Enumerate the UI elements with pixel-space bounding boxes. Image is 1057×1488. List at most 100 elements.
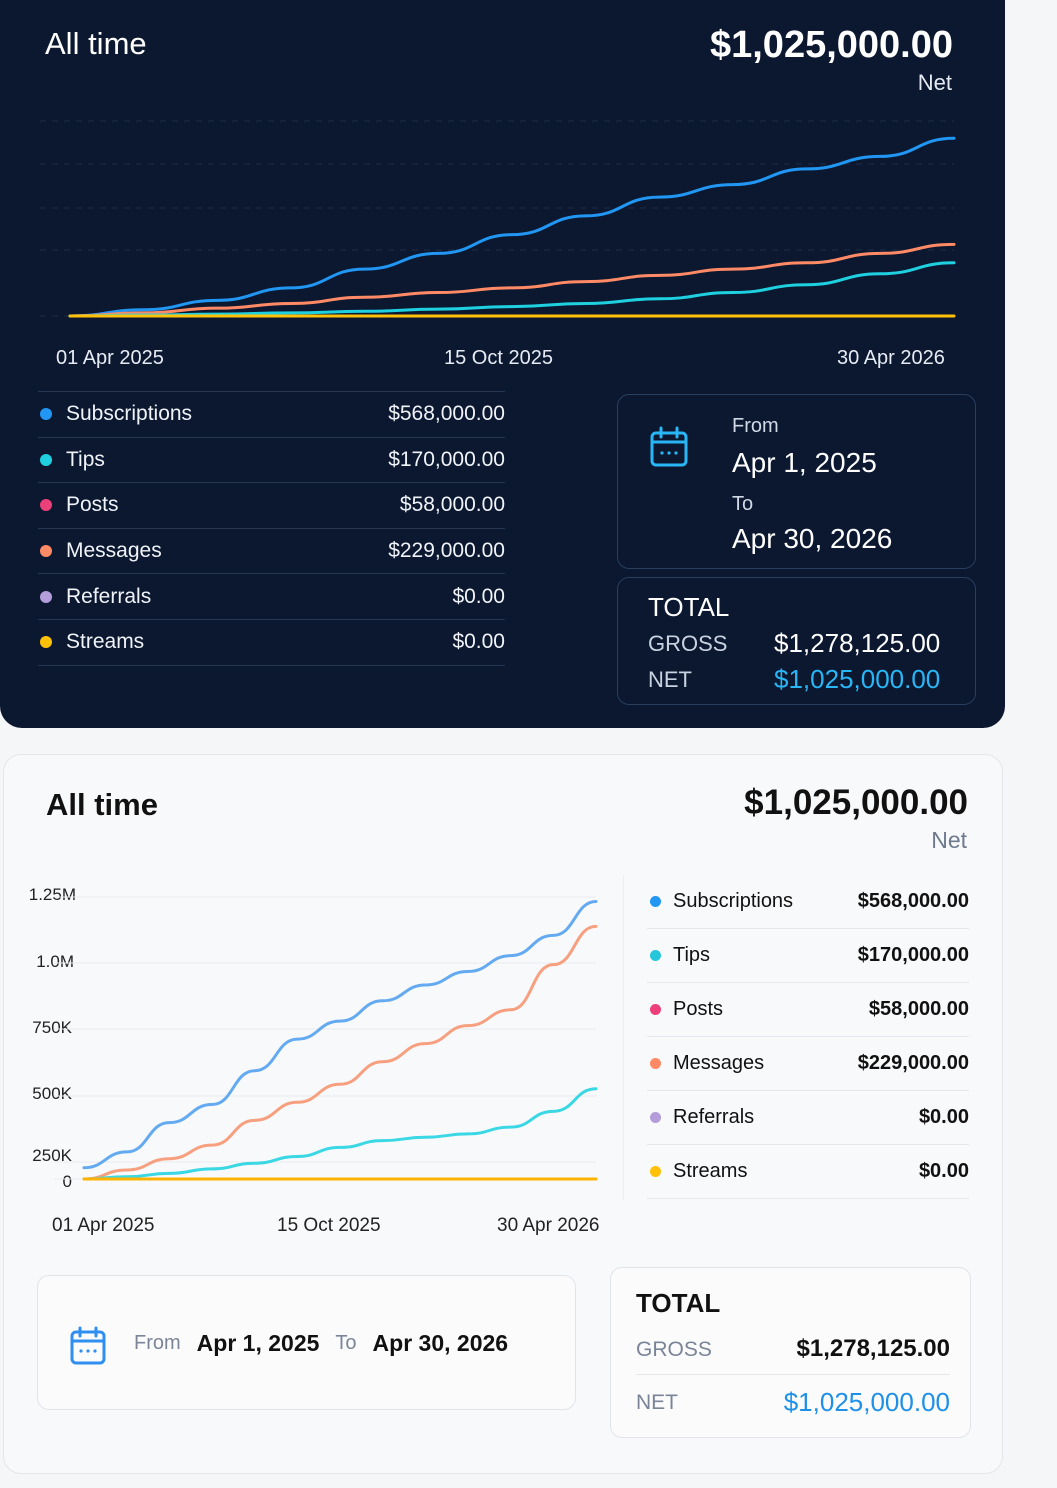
- breakdown-value: $170,000.00: [857, 944, 969, 966]
- calendar-icon: [70, 1326, 106, 1365]
- breakdown-item-posts: Posts $58,000.00: [647, 983, 969, 1037]
- breakdown-label: Streams: [66, 630, 145, 654]
- from-label: From: [134, 1332, 181, 1354]
- breakdown-value: $229,000.00: [857, 1052, 969, 1074]
- breakdown-item-streams: Streams $0.00: [38, 620, 505, 666]
- gross-label: GROSS: [648, 631, 728, 656]
- dark-earnings-card: All time $1,025,000.00 Net 01 Apr 2025 1…: [0, 0, 1005, 728]
- from-label: From: [732, 415, 779, 437]
- breakdown-label: Referrals: [673, 1106, 755, 1128]
- legend-dot: [650, 1112, 661, 1123]
- y-tick: 0: [62, 1172, 72, 1191]
- earnings-line-chart: [54, 896, 598, 1181]
- y-tick: 1.25M: [28, 885, 76, 904]
- breakdown-item-messages: Messages $229,000.00: [38, 529, 505, 575]
- net-label: Net: [917, 70, 952, 95]
- light-earnings-card: All time $1,025,000.00 Net 1.25M 1.0M 75…: [3, 754, 1003, 1474]
- breakdown-label: Subscriptions: [66, 402, 193, 426]
- breakdown-item-streams: Streams $0.00: [647, 1145, 969, 1199]
- series-line-messages: [82, 924, 598, 1181]
- legend-dot: [650, 1058, 661, 1069]
- legend-dot: [650, 1166, 661, 1177]
- breakdown-list: Subscriptions $568,000.00 Tips $170,000.…: [647, 875, 969, 1199]
- series-line-subscriptions: [68, 136, 956, 318]
- breakdown-label: Tips: [66, 447, 105, 471]
- x-axis-label-start: 01 Apr 2025: [52, 1215, 155, 1236]
- breakdown-list: Subscriptions $568,000.00 Tips $170,000.…: [38, 391, 505, 666]
- y-tick: 500K: [32, 1084, 72, 1103]
- legend-dot: [40, 545, 52, 558]
- breakdown-value: $568,000.00: [857, 890, 969, 912]
- breakdown-label: Tips: [673, 944, 711, 966]
- breakdown-label: Messages: [673, 1052, 765, 1074]
- gross-label: GROSS: [636, 1338, 712, 1361]
- breakdown-label: Posts: [673, 998, 724, 1020]
- to-date[interactable]: Apr 30, 2026: [372, 1330, 509, 1356]
- x-axis-label-end: 30 Apr 2026: [837, 347, 945, 369]
- total-title: TOTAL: [648, 592, 730, 622]
- breakdown-item-subscriptions: Subscriptions $568,000.00: [38, 392, 505, 438]
- y-tick: 1.0M: [36, 952, 74, 971]
- breakdown-item-messages: Messages $229,000.00: [647, 1037, 969, 1091]
- legend-dot: [40, 499, 52, 512]
- breakdown-value: $0.00: [918, 1106, 969, 1128]
- gross-value: $1,278,125.00: [796, 1335, 950, 1362]
- legend-dot: [40, 408, 52, 421]
- legend-dot: [40, 453, 52, 466]
- net-total-label: NET: [636, 1391, 678, 1414]
- breakdown-item-referrals: Referrals $0.00: [647, 1091, 969, 1145]
- breakdown-label: Messages: [66, 539, 162, 563]
- series-line-tips: [82, 1087, 598, 1181]
- breakdown-value: $568,000.00: [388, 402, 505, 426]
- y-tick: 750K: [32, 1018, 72, 1037]
- breakdown-label: Subscriptions: [673, 890, 794, 912]
- breakdown-label: Streams: [673, 1160, 748, 1182]
- breakdown-item-referrals: Referrals $0.00: [38, 574, 505, 620]
- x-axis-label-mid: 15 Oct 2025: [444, 347, 553, 369]
- legend-dot: [40, 590, 52, 603]
- date-range-picker[interactable]: From Apr 1, 2025 To Apr 30, 2026: [37, 1275, 576, 1410]
- net-amount: $1,025,000.00: [744, 783, 968, 822]
- breakdown-value: $229,000.00: [388, 539, 505, 563]
- legend-dot: [650, 1004, 661, 1015]
- period-title: All time: [46, 787, 158, 822]
- breakdown-label: Referrals: [66, 584, 152, 608]
- breakdown-value: $58,000.00: [868, 998, 969, 1020]
- breakdown-item-tips: Tips $170,000.00: [647, 929, 969, 983]
- y-tick: 250K: [32, 1146, 72, 1165]
- breakdown-item-tips: Tips $170,000.00: [38, 438, 505, 484]
- breakdown-value: $0.00: [452, 584, 505, 608]
- legend-dot: [650, 896, 661, 907]
- date-range-picker[interactable]: From Apr 1, 2025 To Apr 30, 2026: [617, 394, 976, 569]
- calendar-icon: [650, 426, 688, 467]
- to-date[interactable]: Apr 30, 2026: [732, 523, 893, 554]
- net-amount: $1,025,000.00: [709, 24, 953, 66]
- series-line-tips: [68, 261, 956, 318]
- breakdown-value: $170,000.00: [388, 447, 505, 471]
- legend-dot: [40, 636, 52, 649]
- divider: [636, 1374, 950, 1375]
- series-line-subscriptions: [82, 900, 598, 1170]
- net-total-value: $1,025,000.00: [783, 1387, 950, 1417]
- from-date[interactable]: Apr 1, 2025: [196, 1330, 320, 1356]
- total-summary: TOTAL GROSS $1,278,125.00 NET $1,025,000…: [617, 577, 976, 705]
- date-range-text: From Apr 1, 2025 To Apr 30, 2026: [134, 1276, 524, 1411]
- period-title: All time: [45, 26, 147, 61]
- breakdown-label: Posts: [66, 493, 119, 517]
- breakdown-value: $58,000.00: [399, 493, 505, 517]
- to-label: To: [335, 1332, 357, 1354]
- net-label: Net: [931, 827, 967, 853]
- breakdown-value: $0.00: [452, 630, 505, 654]
- breakdown-item-subscriptions: Subscriptions $568,000.00: [647, 875, 969, 929]
- x-axis-label-end: 30 Apr 2026: [497, 1215, 600, 1236]
- earnings-line-chart: [40, 120, 956, 318]
- divider: [623, 875, 624, 1200]
- legend-dot: [650, 950, 661, 961]
- x-axis-label-mid: 15 Oct 2025: [277, 1215, 381, 1236]
- net-total-label: NET: [648, 667, 692, 692]
- breakdown-item-posts: Posts $58,000.00: [38, 483, 505, 529]
- to-label: To: [732, 493, 754, 515]
- from-date[interactable]: Apr 1, 2025: [732, 447, 877, 478]
- total-title: TOTAL: [636, 1288, 721, 1318]
- x-axis-label-start: 01 Apr 2025: [56, 347, 164, 369]
